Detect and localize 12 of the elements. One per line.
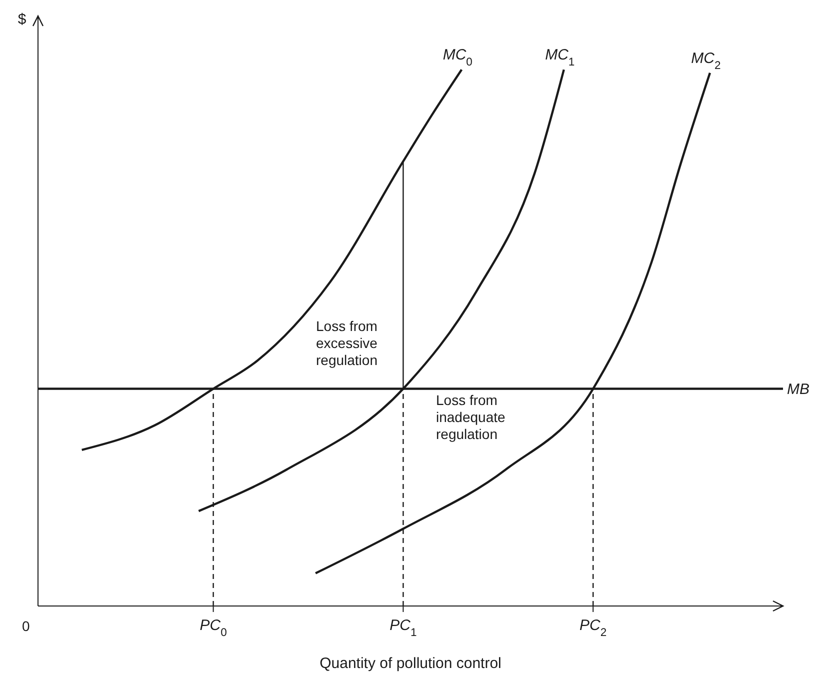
y-axis-title: $ bbox=[18, 11, 27, 28]
x-tick-label: PC$_{0}$ bbox=[200, 617, 227, 639]
x-tick-label: PC$_{1}$ bbox=[390, 617, 417, 639]
text: 0 bbox=[22, 618, 31, 635]
x-axis-title: Quantity of pollution control bbox=[320, 655, 502, 672]
x-tick-label: PC$_{2}$ bbox=[580, 617, 607, 639]
series-label: MC$_{0}$ bbox=[442, 46, 472, 69]
series-label: MB bbox=[787, 380, 810, 398]
series-label: MC$_{1}$ bbox=[545, 46, 575, 69]
annotation: Loss from excessive regulation bbox=[316, 318, 378, 369]
series-label: MC$_{2}$ bbox=[691, 50, 721, 72]
annotation: Loss from inadequate regulation bbox=[436, 392, 506, 443]
